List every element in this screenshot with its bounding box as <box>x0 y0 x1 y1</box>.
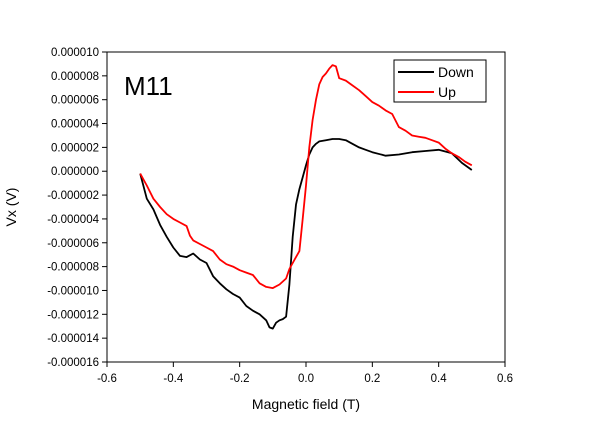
chart-annotation: M11 <box>124 71 173 101</box>
y-tick-label: -0.000006 <box>47 238 99 250</box>
y-tick-label: -0.000012 <box>47 309 99 321</box>
legend-label-up: Up <box>438 84 456 100</box>
y-tick-label: 0.000008 <box>51 71 99 83</box>
y-tick-label: -0.000016 <box>47 357 99 369</box>
y-axis-title: Vx (V) <box>3 188 19 227</box>
x-tick-label: -0.4 <box>163 373 183 385</box>
legend-label-down: Down <box>438 64 474 80</box>
series-layer <box>139 64 473 330</box>
y-tick-label: 0.000004 <box>51 119 100 131</box>
y-tick-label: -0.000002 <box>47 190 99 202</box>
x-tick-label: 0.4 <box>431 373 448 385</box>
x-tick-label: 0.0 <box>298 373 314 385</box>
series-line-up <box>139 64 473 290</box>
y-axis-ticks: 0.000010 0.000008 0.000006 0.000004 0.000002… <box>47 47 107 369</box>
series-line-down <box>139 138 473 330</box>
y-tick-label: -0.000008 <box>47 262 99 274</box>
y-tick-label: 0.000002 <box>51 142 99 154</box>
legend-box <box>393 59 487 103</box>
x-tick-label: 0.2 <box>364 373 380 385</box>
y-tick-label: -0.000014 <box>47 333 99 345</box>
x-tick-label: 0.6 <box>497 373 513 385</box>
x-tick-label: -0.2 <box>230 373 250 385</box>
y-tick-label: 0.000010 <box>51 47 99 59</box>
x-tick-label: -0.6 <box>97 373 117 385</box>
legend: Down Up <box>393 59 487 103</box>
x-axis-title: Magnetic field (T) <box>252 396 360 412</box>
y-tick-label: -0.000010 <box>47 285 99 297</box>
y-tick-label: 0.000006 <box>51 95 99 107</box>
x-axis-ticks: -0.6 -0.4 -0.2 0.0 0.2 0.4 0.6 <box>97 362 513 385</box>
y-tick-label: 0.000000 <box>51 166 99 178</box>
y-tick-label: -0.000004 <box>47 214 99 226</box>
